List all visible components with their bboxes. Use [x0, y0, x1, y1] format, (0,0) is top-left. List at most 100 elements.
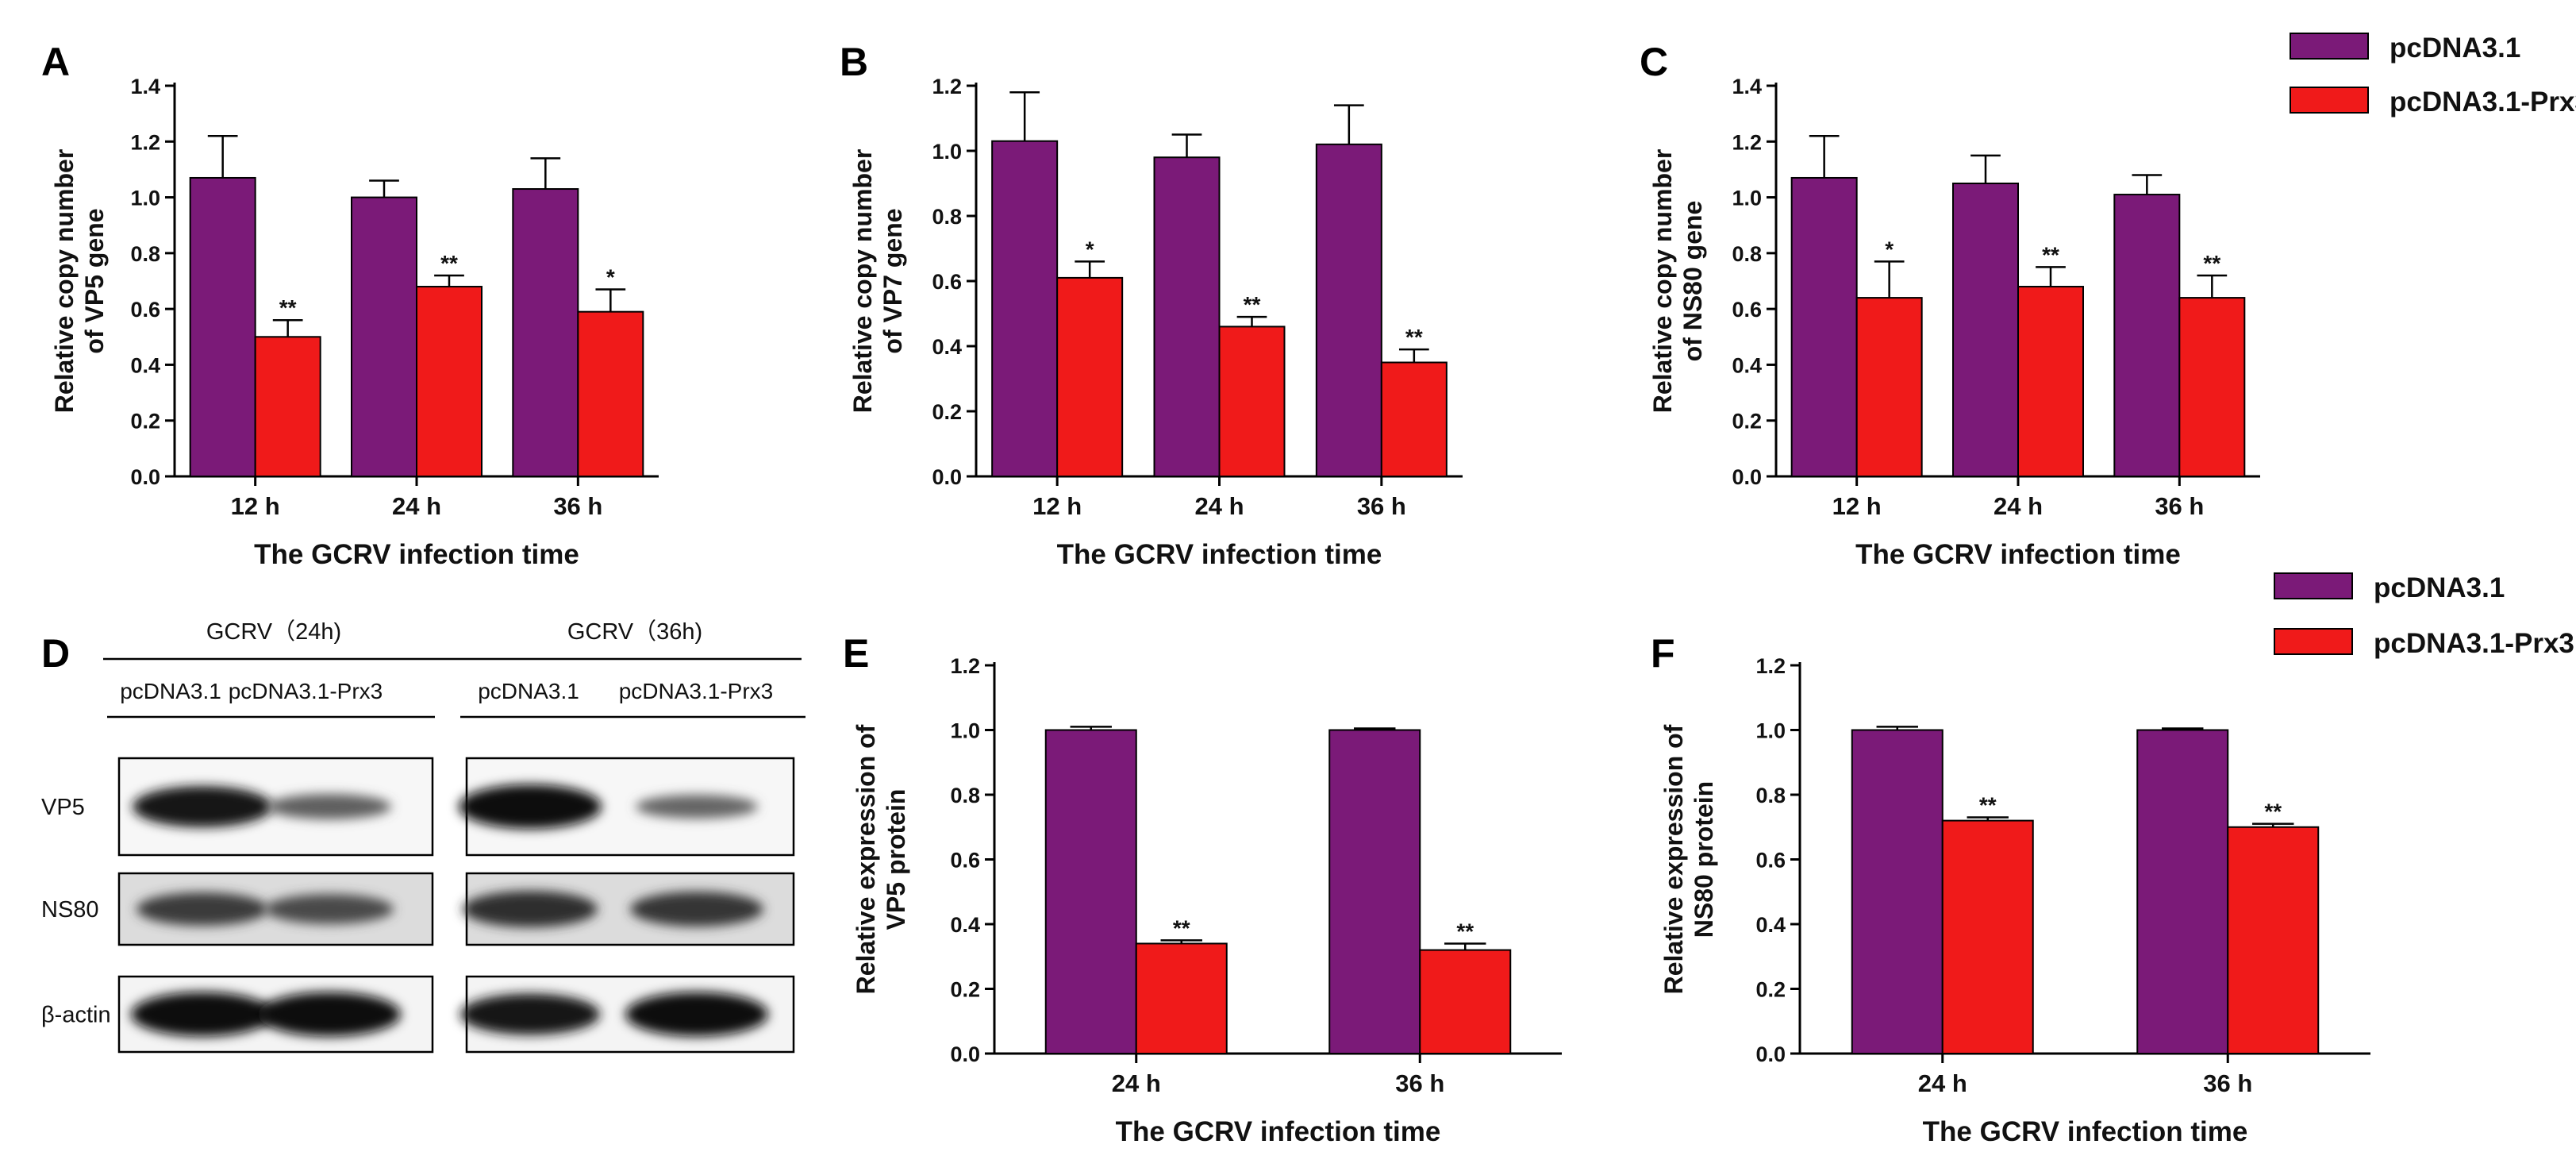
- x-tick-label: 24 h: [392, 492, 441, 520]
- y-tick-label: 0.2: [130, 410, 160, 433]
- x-tick-label: 24 h: [1112, 1069, 1161, 1097]
- significance-label: **: [1173, 915, 1190, 940]
- legend-swatch-control: [2274, 572, 2353, 599]
- y-tick-label: 0.8: [932, 205, 962, 229]
- blot-band: [267, 794, 391, 819]
- y-axis-title-line: of VP5 gene: [80, 208, 109, 353]
- significance-label: *: [1885, 237, 1894, 261]
- y-tick-label: 0.4: [1755, 913, 1786, 937]
- y-axis-title: Relative expression ofNS80 protein: [1659, 724, 1718, 994]
- bar-charts: A0.00.20.40.60.81.01.21.412 h**24 h**36 …: [41, 40, 2370, 1147]
- bar-control: [1044, 729, 1137, 1054]
- y-tick-label: 1.0: [932, 140, 962, 164]
- y-tick-label: 1.2: [932, 75, 962, 98]
- x-tick-label: 24 h: [1994, 492, 2043, 520]
- y-tick-label: 0.6: [1755, 849, 1786, 873]
- legends: pcDNA3.1 pcDNA3.1-Prx3 pcDNA3.1 pcDNA3.1-Pr…: [2274, 33, 2576, 659]
- legend-label: pcDNA3.1-Prx3: [2374, 628, 2574, 659]
- significance-label: **: [2264, 799, 2282, 824]
- blot-band: [136, 892, 268, 926]
- y-tick-label: 1.2: [130, 130, 160, 154]
- blot-row-label: NS80: [41, 897, 99, 923]
- bar-treatment: [1380, 361, 1448, 477]
- y-tick-label: 0.2: [1755, 978, 1786, 1002]
- blot-band: [636, 795, 758, 819]
- y-axis-title-line: Relative copy number: [848, 149, 877, 414]
- y-axis-title: Relative copy numberof VP7 gene: [848, 149, 907, 414]
- y-tick-label: 0.8: [1755, 784, 1786, 807]
- bar-control: [1790, 176, 1858, 477]
- bar-treatment: [1941, 819, 2034, 1054]
- y-axis-title-line: NS80 protein: [1690, 781, 1718, 938]
- x-tick-label: 36 h: [2155, 492, 2204, 520]
- significance-label: **: [1979, 793, 1997, 818]
- bar-treatment: [1056, 276, 1124, 477]
- y-tick-label: 0.0: [1755, 1042, 1786, 1066]
- y-tick-label: 0.2: [1732, 410, 1762, 433]
- legend-label: pcDNA3.1: [2390, 33, 2520, 64]
- x-axis-title: The GCRV infection time: [1057, 539, 1382, 570]
- chart-panel-f: F 0.0 0.2 0.4 0.6 0.8 1.0 1.2 24 h ** 36 h ** The GC…: [1651, 631, 2370, 1147]
- x-tick-label: 12 h: [1832, 492, 1882, 520]
- y-tick-label: 1.0: [130, 187, 160, 210]
- x-tick-label: 36 h: [1395, 1069, 1444, 1097]
- bar-control: [2113, 194, 2181, 478]
- bar-control: [1153, 156, 1221, 477]
- significance-label: *: [606, 265, 615, 290]
- significance-label: **: [440, 251, 458, 275]
- legend-swatch-treatment: [2290, 87, 2369, 114]
- significance-label: **: [2042, 242, 2059, 267]
- bar-control: [351, 196, 417, 477]
- blot-band: [133, 786, 272, 827]
- blot-band: [460, 993, 600, 1035]
- blot-band: [258, 992, 401, 1037]
- chart-panel-a: A 0.0 0.2 0.4 0.6 0.8 1.0 1.2 1.4 12 h ** 24 h ** 36 …: [41, 40, 659, 570]
- panel-letter: A: [41, 40, 70, 84]
- bar-treatment: [1855, 297, 1923, 478]
- western-blot-panel: D GCRV（24h) GCRV（36h) pcDNA3.1 pcDNA3.1-Prx3…: [41, 619, 805, 1054]
- legend-label: pcDNA3.1-Prx3: [2390, 87, 2576, 118]
- y-tick-label: 0.8: [130, 242, 160, 266]
- x-tick-label: 24 h: [1918, 1069, 1967, 1097]
- y-tick-label: 0.8: [1732, 242, 1762, 266]
- blot-group-label: GCRV（36h): [567, 619, 702, 645]
- bar-treatment: [577, 310, 644, 477]
- y-tick-label: 0.6: [1732, 298, 1762, 322]
- bar-control: [1851, 729, 1944, 1054]
- y-tick-label: 0.0: [130, 465, 160, 489]
- blot-group-label: GCRV（24h): [206, 619, 341, 645]
- blot-lane-label: pcDNA3.1: [120, 679, 221, 703]
- y-tick-label: 0.4: [1732, 353, 1762, 377]
- y-axis-title-line: Relative copy number: [50, 149, 79, 414]
- y-tick-label: 0.8: [950, 784, 980, 807]
- significance-label: **: [1456, 919, 1474, 943]
- x-tick-label: 36 h: [2203, 1069, 2252, 1097]
- x-axis-title: The GCRV infection time: [254, 539, 579, 570]
- blot-band: [630, 892, 763, 927]
- bar-control: [512, 188, 579, 477]
- y-tick-label: 1.0: [950, 719, 980, 743]
- blot-row-label: β-actin: [41, 1003, 111, 1028]
- blot-lane-label: pcDNA3.1-Prx3: [619, 679, 774, 703]
- significance-label: **: [1244, 292, 1261, 317]
- significance-label: **: [2203, 251, 2220, 275]
- panel-letter: F: [1651, 631, 1675, 676]
- blot-lane-label: pcDNA3.1-Prx3: [229, 679, 383, 703]
- bar-treatment: [1135, 942, 1228, 1054]
- blot-band: [265, 894, 394, 924]
- legend-bottom: pcDNA3.1 pcDNA3.1-Prx3: [2274, 572, 2574, 659]
- x-axis-title: The GCRV infection time: [1116, 1116, 1441, 1147]
- x-tick-label: 36 h: [553, 492, 602, 520]
- y-tick-label: 1.2: [1755, 654, 1786, 678]
- y-tick-label: 1.4: [1732, 75, 1762, 98]
- bar-control: [1315, 143, 1382, 478]
- bar-control: [189, 176, 256, 477]
- y-tick-label: 0.4: [932, 335, 962, 359]
- bar-treatment: [1419, 949, 1512, 1054]
- y-axis-title-line: Relative expression of: [852, 724, 880, 994]
- y-tick-label: 0.0: [950, 1042, 980, 1066]
- x-axis-title: The GCRV infection time: [1855, 539, 2181, 570]
- bar-control: [1328, 729, 1421, 1054]
- significance-label: **: [1405, 325, 1423, 349]
